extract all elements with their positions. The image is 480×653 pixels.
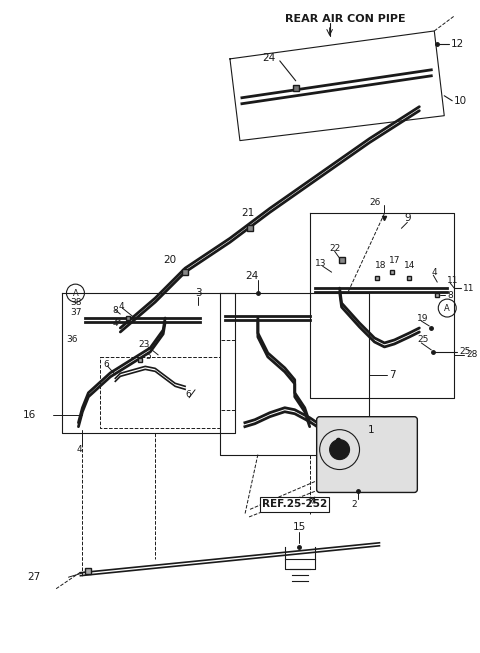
Circle shape (336, 445, 344, 454)
Text: 12: 12 (451, 39, 465, 49)
Text: 25: 25 (459, 347, 470, 357)
Text: A: A (72, 289, 78, 298)
Text: 9: 9 (404, 214, 411, 223)
Text: 4: 4 (432, 268, 437, 277)
Text: 37: 37 (71, 308, 82, 317)
Circle shape (330, 439, 349, 460)
Text: 28: 28 (466, 351, 478, 359)
Text: 21: 21 (241, 208, 254, 218)
Text: 11: 11 (447, 276, 459, 285)
Text: 7: 7 (389, 370, 396, 380)
Text: 16: 16 (23, 409, 36, 420)
Text: 5: 5 (145, 353, 151, 361)
Text: 38: 38 (71, 298, 82, 306)
Text: 23: 23 (138, 340, 150, 349)
Text: 8: 8 (339, 453, 345, 462)
Text: REAR AIR CON PIPE: REAR AIR CON PIPE (285, 14, 406, 24)
Text: 26: 26 (370, 198, 381, 207)
Text: 22: 22 (330, 244, 341, 253)
Text: 24: 24 (262, 53, 275, 63)
Text: 14: 14 (404, 261, 416, 270)
Text: 10: 10 (454, 96, 468, 106)
Text: 4: 4 (76, 445, 82, 454)
FancyBboxPatch shape (317, 417, 417, 492)
Text: REF.25-252: REF.25-252 (262, 500, 327, 509)
Text: 6: 6 (103, 360, 109, 370)
Text: 11: 11 (463, 283, 475, 293)
Text: 13: 13 (315, 259, 326, 268)
Text: 20: 20 (163, 255, 176, 265)
Text: 19: 19 (417, 313, 429, 323)
Text: 25: 25 (417, 336, 429, 344)
Text: 4: 4 (113, 319, 118, 328)
Text: 3: 3 (195, 288, 202, 298)
Text: 27: 27 (27, 572, 41, 582)
Text: 8: 8 (113, 306, 118, 315)
Text: 1: 1 (368, 424, 374, 435)
Text: 6: 6 (185, 390, 191, 399)
Text: 36: 36 (67, 336, 78, 344)
Text: 8: 8 (447, 291, 453, 300)
Text: 15: 15 (293, 522, 306, 532)
Text: 2: 2 (351, 500, 357, 509)
Text: 24: 24 (245, 271, 258, 281)
Text: 4: 4 (118, 302, 124, 311)
Text: 18: 18 (374, 261, 386, 270)
Text: A: A (444, 304, 450, 313)
Text: 17: 17 (389, 256, 401, 264)
